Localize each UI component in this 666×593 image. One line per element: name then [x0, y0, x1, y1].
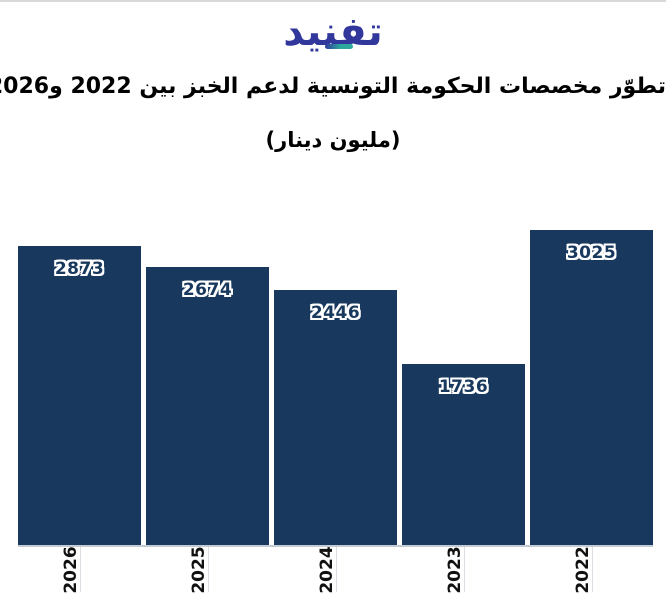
year-label: 2024 — [316, 545, 337, 593]
bar-value-label: 2873 — [54, 259, 105, 279]
logo-teal-swoosh-icon — [325, 44, 354, 49]
year-label: 2025 — [188, 545, 209, 593]
x-label-col: 2025 — [146, 545, 269, 593]
bar-value-label: 2674 — [182, 280, 233, 300]
x-label-col: 2022 — [530, 545, 653, 593]
x-tick-line — [79, 547, 81, 592]
bar-value-label: 3025 — [566, 243, 617, 263]
bar-2023: 1736 — [402, 364, 525, 545]
bar-2026: 2873 — [18, 246, 141, 545]
bar-chart: 2873 2674 2446 1736 3025 2026 2025 2024 2023 202… — [18, 230, 653, 593]
bar-value-label: 1736 — [438, 377, 489, 397]
x-tick-line — [207, 547, 209, 592]
bars-area: 2873 2674 2446 1736 3025 — [18, 230, 653, 547]
bar-2025: 2674 — [146, 267, 269, 545]
x-axis-labels: 2026 2025 2024 2023 2022 — [18, 545, 653, 593]
chart-unit-subtitle: (مليون دينار) — [265, 128, 401, 152]
bar-value-label: 2446 — [310, 303, 361, 323]
year-label: 2022 — [572, 545, 593, 593]
x-tick-line — [335, 547, 337, 592]
bar-2024: 2446 — [274, 290, 397, 545]
x-tick-line — [591, 547, 593, 592]
x-tick-line — [463, 547, 465, 592]
x-label-col: 2026 — [18, 545, 141, 593]
x-label-col: 2024 — [274, 545, 397, 593]
chart-title: تطوّر مخصصات الحكومة التونسية لدعم الخبز… — [0, 74, 666, 99]
year-label: 2026 — [60, 545, 81, 593]
tafnid-logo: تفنيد — [283, 10, 383, 54]
x-label-col: 2023 — [402, 545, 525, 593]
year-label: 2023 — [444, 545, 465, 593]
logo-container: تفنيد — [0, 10, 666, 54]
bar-2022: 3025 — [530, 230, 653, 545]
